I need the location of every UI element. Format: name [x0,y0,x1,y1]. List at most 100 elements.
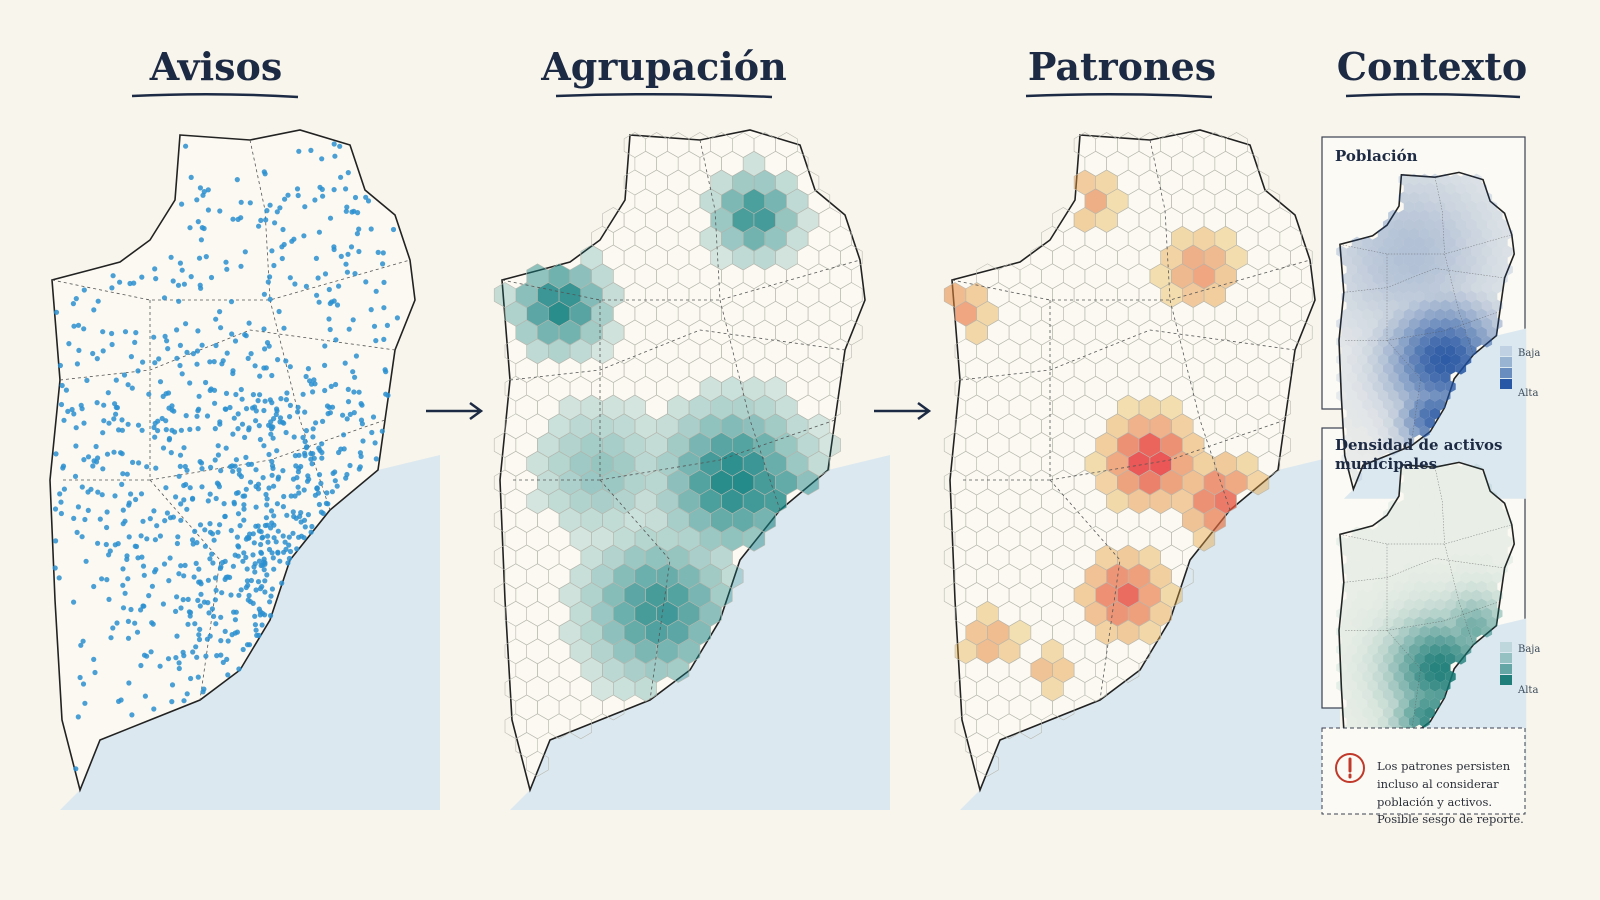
mini-cell [1481,299,1493,312]
report-dot [63,387,69,393]
report-dot [252,613,258,619]
mini-cell [1424,272,1435,285]
mini-cell [1455,326,1467,339]
report-dot [85,507,91,513]
mini-cell [1346,607,1357,620]
report-dot [205,498,211,504]
mini-cell [1336,661,1347,674]
report-dot [268,431,274,437]
mini-cell [1414,526,1425,539]
report-dot [198,591,204,597]
mini-cell [1471,191,1482,204]
report-dot [65,408,71,414]
mini-cell [1393,562,1404,575]
report-dot [125,618,131,625]
report-dot [253,418,259,424]
report-dot [157,379,164,385]
mini-cell [1502,553,1513,566]
report-dot [139,427,145,433]
mini-cell [1455,236,1467,249]
report-dot [332,469,338,475]
report-dot [343,208,349,214]
mini-cell [1424,380,1435,393]
report-dot [178,517,184,523]
report-dot [234,534,240,540]
report-dot [327,300,333,307]
mini-cell [1471,589,1482,602]
mini-cell [1460,173,1472,186]
mini-cell [1481,535,1493,548]
mini-cell [1492,553,1503,566]
report-dot [70,301,76,307]
mini-cell [1388,625,1399,638]
mini-cell [1362,344,1373,357]
report-dot [100,348,106,354]
report-dot [287,275,293,281]
report-dot [129,385,135,391]
mini-cell [1346,625,1357,638]
mini-cell [1486,598,1498,611]
report-dot [140,563,147,569]
report-dot [245,461,252,467]
mini-cell [1424,544,1435,557]
mini-cell [1434,562,1446,575]
report-dot [153,276,159,282]
report-dot [164,510,170,516]
mini-cell [1362,616,1373,629]
mini-cell [1492,227,1503,240]
mini-cell [1403,182,1415,195]
report-dot [141,572,147,578]
mini-cell [1367,353,1378,366]
mini-cell [1440,299,1451,312]
report-dot [156,356,162,362]
mini-cell [1460,571,1472,584]
report-dot [185,621,191,627]
hex-cell [526,750,549,777]
mini-cell [1388,353,1399,366]
mini-cell [1357,607,1368,620]
mini-cell [1372,616,1383,629]
mini-cell [1357,371,1368,384]
report-dot [278,396,284,402]
mini-cell [1445,308,1456,321]
mini-cell [1362,562,1373,575]
report-dot [139,274,145,280]
mini-cell [1346,245,1357,258]
mini-cell [1382,526,1394,539]
report-dot [160,601,166,607]
mini-cell [1440,553,1451,566]
report-dot [302,453,308,459]
report-dot [84,377,90,383]
mini-cell [1466,598,1477,611]
mini-cell [1466,490,1477,503]
mini-cell [1476,200,1487,213]
report-dot [120,605,127,611]
mini-cell [1403,544,1415,557]
report-dot [104,509,110,515]
report-dot [120,471,126,477]
report-dot [258,562,264,569]
report-dot [314,292,320,298]
mini-cell [1351,634,1363,647]
report-dot [256,223,262,229]
mini-cell [1388,371,1399,384]
report-dot [213,621,219,627]
mini-cell [1362,326,1373,339]
report-dot [182,562,188,569]
report-dot [269,520,275,526]
mini-cell [1393,362,1404,375]
report-dot [287,414,293,420]
report-dot [134,629,141,635]
map [943,129,1340,810]
mini-cell [1362,398,1373,411]
mini-cell [1346,263,1357,276]
report-dot [223,445,229,451]
mini-cell [1346,335,1357,348]
report-dot [157,533,163,539]
legend-swatch [1500,346,1512,356]
report-dot [230,370,236,377]
report-dot [207,491,213,497]
report-dot [77,674,83,681]
mini-cell [1419,625,1430,638]
mini-cell [1440,353,1451,366]
